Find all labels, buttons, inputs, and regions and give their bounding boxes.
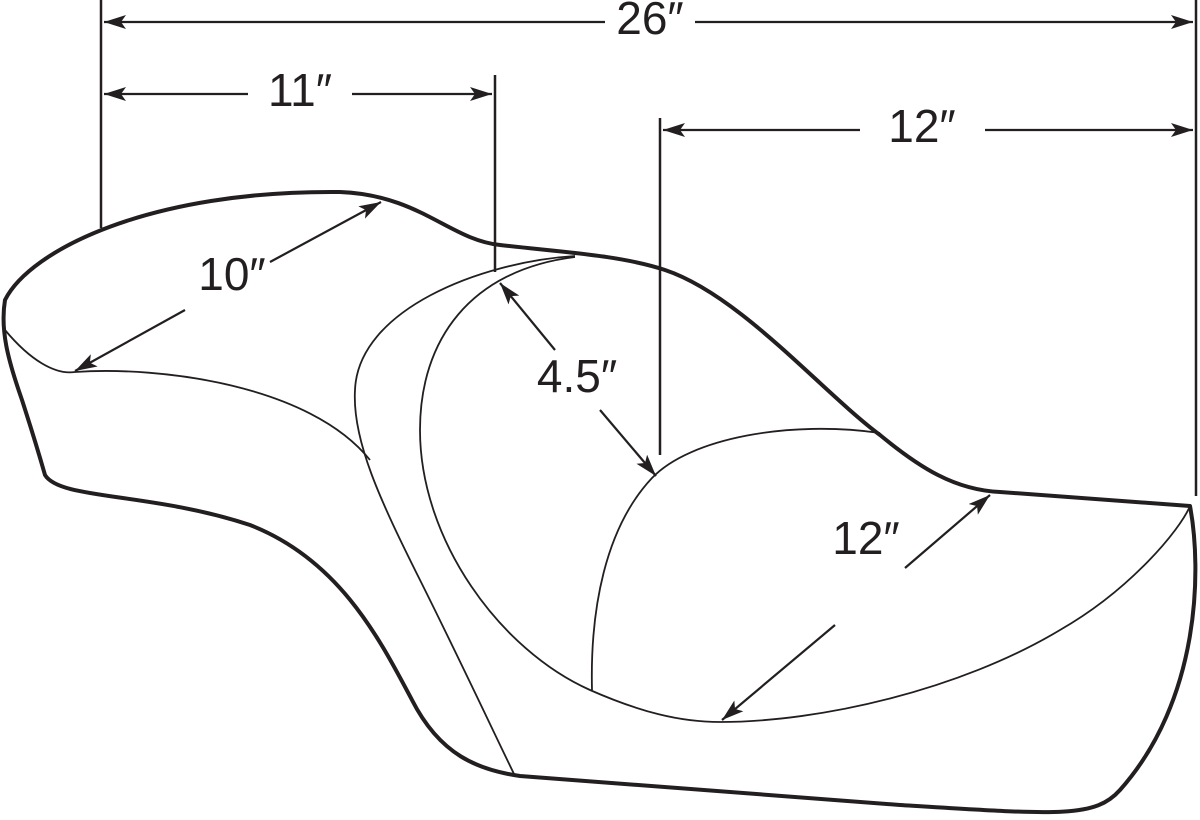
dimension-arrow — [904, 494, 991, 569]
dimension-arrow — [721, 624, 836, 721]
rider-seat-edge — [4, 329, 371, 461]
overall-length-label: 26″ — [616, 0, 683, 44]
dimension-arrow — [74, 309, 186, 372]
side-panel-seam — [353, 255, 576, 777]
dimension-arrow — [499, 282, 556, 351]
passenger-length-label: 12″ — [888, 100, 955, 152]
rider-length-label: 11″ — [268, 64, 332, 116]
passenger-pad-seam — [590, 427, 881, 691]
passenger-width-label: 12″ — [832, 512, 899, 564]
backrest-seam — [419, 256, 1191, 723]
dimension-arrow — [269, 201, 382, 263]
dimension-arrow — [599, 409, 657, 477]
seat-outline — [1, 189, 1198, 815]
rider-width-label: 10″ — [198, 248, 265, 300]
backrest-gap-label: 4.5″ — [537, 350, 617, 402]
